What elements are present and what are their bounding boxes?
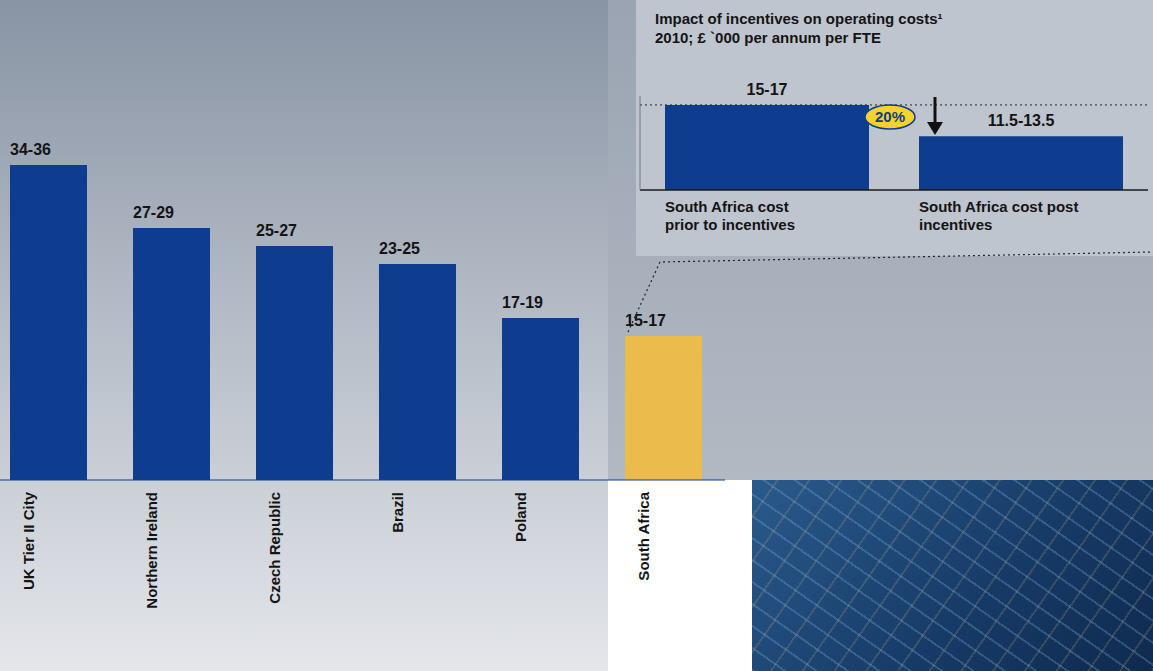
svg-text:Poland: Poland <box>512 492 529 542</box>
svg-text:25-27: 25-27 <box>256 222 297 239</box>
svg-text:UK Tier II City: UK Tier II City <box>20 491 37 590</box>
html-text:Impact of incentives on operat: Impact of incentives on operating costs¹ <box>655 10 943 27</box>
svg-text:15-17: 15-17 <box>747 81 788 98</box>
svg-text:23-25: 23-25 <box>379 240 420 257</box>
svg-text:South Africa cost postincentiv: South Africa cost postincentives <box>919 198 1078 233</box>
svg-text:27-29: 27-29 <box>133 204 174 221</box>
svg-text:South Africa costprior to ince: South Africa costprior to incentives <box>665 198 795 233</box>
svg-text:15-17: 15-17 <box>625 312 666 329</box>
svg-text:17-19: 17-19 <box>502 294 543 311</box>
svg-text:11.5-13.5: 11.5-13.5 <box>988 112 1055 129</box>
html-text:2010; £ `000 per annum per FTE: 2010; £ `000 per annum per FTE <box>655 29 881 46</box>
svg-text:34-36: 34-36 <box>10 141 51 158</box>
svg-text:Brazil: Brazil <box>389 492 406 533</box>
svg-text:Northern Ireland: Northern Ireland <box>143 492 160 609</box>
svg-text:20%: 20% <box>875 108 905 125</box>
svg-text:Czech Republic: Czech Republic <box>266 492 283 604</box>
svg-text:South Africa: South Africa <box>635 491 652 580</box>
